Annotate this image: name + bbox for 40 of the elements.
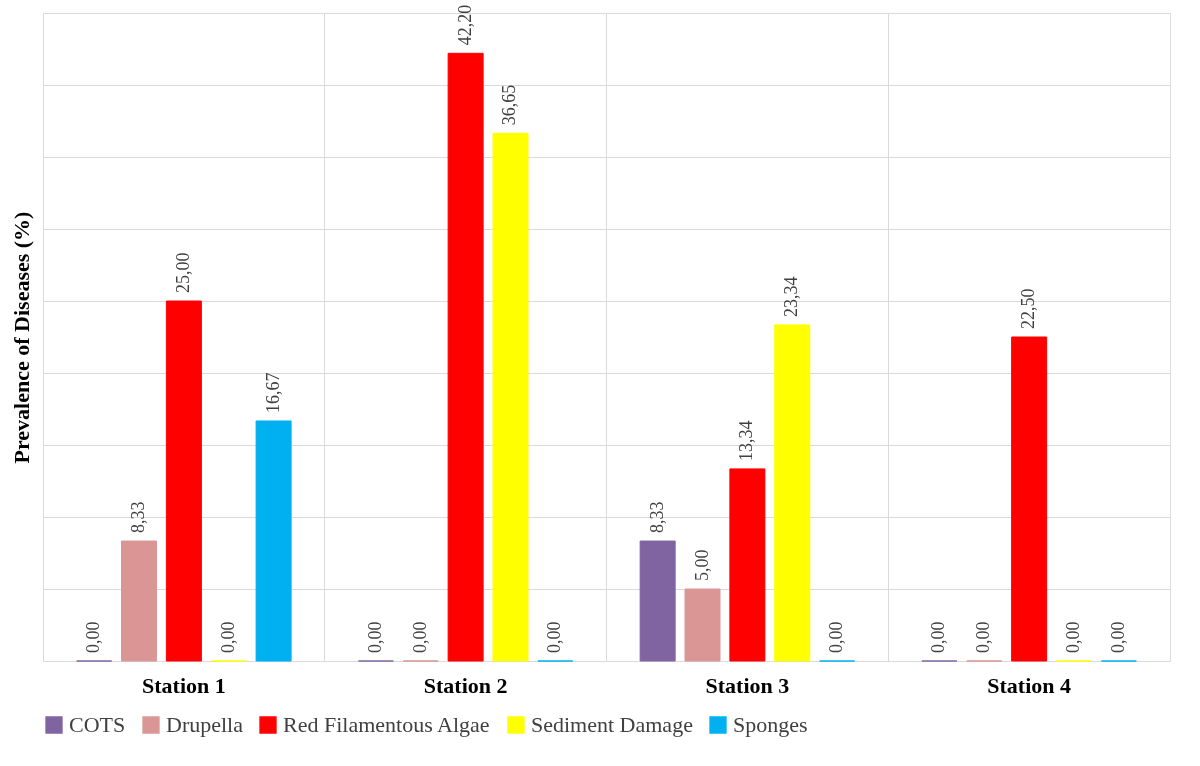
data-label: 0,00 bbox=[83, 621, 104, 653]
bar bbox=[492, 132, 529, 662]
x-tick-label: Station 4 bbox=[987, 672, 1071, 698]
legend-label: COTS bbox=[69, 712, 126, 737]
data-label: 8,33 bbox=[128, 501, 149, 534]
bar bbox=[255, 420, 292, 662]
data-label: 0,00 bbox=[1107, 621, 1128, 653]
data-label: 0,00 bbox=[217, 621, 238, 653]
data-label: 13,34 bbox=[736, 420, 757, 461]
bar bbox=[447, 52, 484, 662]
data-label: 0,00 bbox=[1062, 621, 1083, 653]
legend-label: Sediment Damage bbox=[531, 712, 693, 737]
bar bbox=[1011, 336, 1048, 662]
x-tick-label: Station 2 bbox=[423, 672, 508, 698]
data-label: 0,00 bbox=[826, 621, 847, 653]
bar bbox=[121, 540, 158, 662]
data-label: 5,00 bbox=[691, 549, 712, 581]
legend-label: Red Filamentous Algae bbox=[283, 712, 490, 737]
data-label: 0,00 bbox=[409, 621, 430, 653]
data-label: 16,67 bbox=[262, 372, 283, 413]
data-label: 42,20 bbox=[454, 4, 475, 46]
legend-label: Sponges bbox=[733, 712, 808, 737]
data-label: 25,00 bbox=[172, 252, 193, 293]
bar bbox=[165, 300, 202, 662]
y-axis-title: Prevalence of Diseases (%) bbox=[8, 211, 34, 464]
x-tick-label: Station 3 bbox=[705, 672, 790, 698]
x-tick-label: Station 1 bbox=[142, 672, 226, 698]
bar bbox=[684, 588, 721, 662]
data-label: 0,00 bbox=[928, 621, 949, 653]
bar bbox=[639, 540, 676, 662]
data-label: 36,65 bbox=[499, 84, 520, 126]
data-label: 22,50 bbox=[1018, 288, 1039, 329]
data-label: 0,00 bbox=[973, 621, 994, 653]
data-label: 0,00 bbox=[544, 621, 565, 653]
bar bbox=[774, 324, 811, 662]
data-label: 0,00 bbox=[364, 621, 385, 653]
bar bbox=[729, 468, 766, 662]
data-label: 23,34 bbox=[781, 276, 802, 317]
data-label: 8,33 bbox=[646, 501, 667, 534]
legend-label: Drupella bbox=[166, 712, 244, 737]
